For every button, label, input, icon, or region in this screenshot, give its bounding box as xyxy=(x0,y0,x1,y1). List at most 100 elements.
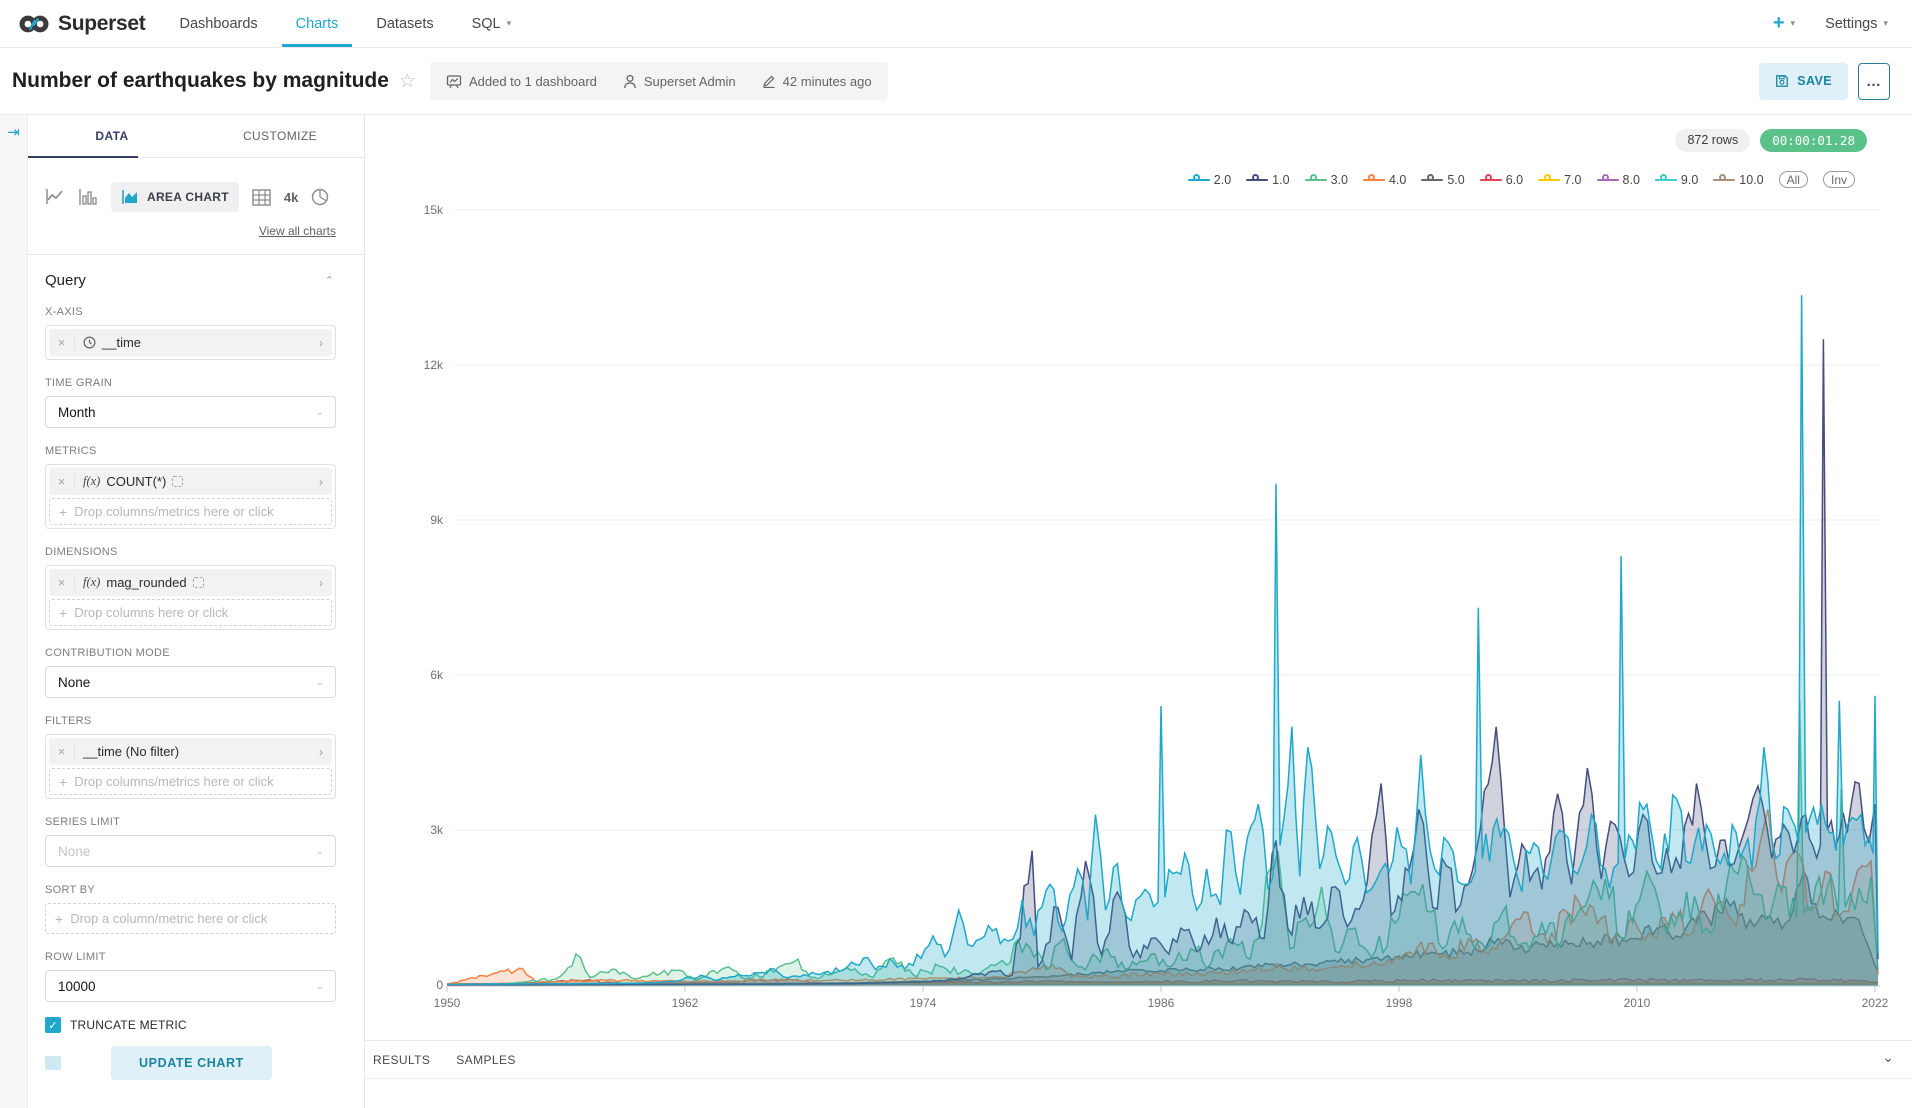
last-modified-badge[interactable]: 42 minutes ago xyxy=(762,74,872,89)
sort-by-dropzone[interactable]: + Drop a column/metric here or click xyxy=(45,903,336,934)
nav-datasets[interactable]: Datasets xyxy=(376,15,434,32)
legend-all-button[interactable]: All xyxy=(1778,171,1808,188)
metrics-dropzone[interactable]: + Drop columns/metrics here or click xyxy=(49,498,332,525)
series-line-2.0[interactable] xyxy=(447,295,1879,985)
favorite-star-icon[interactable]: ☆ xyxy=(398,70,416,92)
tab-customize[interactable]: CUSTOMIZE xyxy=(242,129,318,143)
caret-right-icon: › xyxy=(319,575,323,590)
legend-item-6.0[interactable]: 6.0 xyxy=(1479,173,1523,187)
legend-item-4.0[interactable]: 4.0 xyxy=(1362,173,1406,187)
nav-dashboards[interactable]: Dashboards xyxy=(179,15,258,32)
legend-item-8.0[interactable]: 8.0 xyxy=(1596,173,1640,187)
legend-label: 10.0 xyxy=(1739,172,1764,187)
filters-label: FILTERS xyxy=(45,715,92,727)
nav-links: Dashboards Charts Datasets SQL ▾ xyxy=(179,0,511,47)
chart-legend: 2.0 1.0 3.0 4.0 5.0 6.0 7.0 8.0 9.0 10.0 All Inv xyxy=(1187,171,1855,188)
expand-datasource-panel-icon[interactable]: ⇥ xyxy=(7,124,20,141)
legend-item-2.0[interactable]: 2.0 xyxy=(1187,172,1232,187)
area-chart-plot[interactable]: 0 3k 6k 9k 12k 15k 1950 1962 1974 1986 1998 2010 202… xyxy=(365,115,1912,1108)
truncate-metric-checkbox[interactable]: ✓ xyxy=(45,1017,61,1033)
x-axis-tick-label: 2010 xyxy=(1624,996,1651,1010)
series-limit-select[interactable]: None ⌄ xyxy=(45,835,336,867)
dashboard-icon xyxy=(446,74,462,88)
dimension-value: mag_rounded xyxy=(106,575,187,590)
row-limit-label: ROW LIMIT xyxy=(45,951,106,963)
tab-results[interactable]: RESULTS xyxy=(373,1052,431,1067)
chevron-down-icon[interactable]: ⌄ xyxy=(1882,1049,1894,1065)
bar-chart-icon[interactable] xyxy=(78,188,98,206)
legend-label: 9.0 xyxy=(1680,172,1699,187)
series-line-3.0[interactable] xyxy=(447,700,1879,986)
query-section-header[interactable]: Query ⌃ xyxy=(45,255,336,289)
row-count-badge: 872 rows xyxy=(1675,129,1751,152)
clock-icon xyxy=(83,336,96,349)
adhoc-column-icon xyxy=(192,577,204,588)
new-button[interactable]: + ▾ xyxy=(1772,12,1796,34)
dimensions-control: × f(x) mag_rounded › + Drop columns here… xyxy=(45,565,336,630)
line-chart-icon[interactable] xyxy=(45,188,65,206)
control-panel-tabs: DATA CUSTOMIZE xyxy=(28,115,364,158)
dashboards-badge[interactable]: Added to 1 dashboard xyxy=(446,74,597,89)
legend-marker-icon xyxy=(1246,174,1269,186)
dimension-pill[interactable]: × f(x) mag_rounded › xyxy=(49,569,332,596)
legend-item-5.0[interactable]: 5.0 xyxy=(1421,173,1465,187)
viz-type-selected-area[interactable]: AREA CHART xyxy=(111,182,239,212)
view-all-charts-link[interactable]: View all charts xyxy=(258,224,336,238)
legend-inv-button[interactable]: Inv xyxy=(1822,171,1855,188)
series-limit-label: SERIES LIMIT xyxy=(45,816,121,828)
legend-item-10.0[interactable]: 10.0 xyxy=(1713,172,1764,187)
close-icon[interactable]: × xyxy=(49,575,75,590)
close-icon[interactable]: × xyxy=(49,474,75,489)
nav-charts[interactable]: Charts xyxy=(281,0,353,47)
filters-dropzone[interactable]: + Drop columns/metrics here or click xyxy=(49,768,332,795)
infinity-logo-icon xyxy=(19,15,49,32)
filter-pill[interactable]: × __time (No filter) › xyxy=(49,738,332,765)
metric-pill[interactable]: × f(x) COUNT(*) › xyxy=(49,468,332,495)
caret-right-icon: › xyxy=(319,474,323,489)
caret-down-icon: ⌄ xyxy=(315,980,324,992)
save-button[interactable]: SAVE xyxy=(1759,62,1848,100)
contribution-mode-select[interactable]: None ⌄ xyxy=(45,666,336,698)
legend-item-7.0[interactable]: 7.0 xyxy=(1538,172,1582,187)
legend-label: 7.0 xyxy=(1564,172,1582,187)
legend-item-1.0[interactable]: 1.0 xyxy=(1246,173,1290,187)
tab-data[interactable]: DATA xyxy=(95,129,129,143)
y-axis-tick-label: 0 xyxy=(436,978,443,992)
superset-logo[interactable]: Superset xyxy=(18,12,146,36)
series-line-1.0[interactable] xyxy=(447,339,1879,986)
big-number-icon[interactable]: 4k xyxy=(283,189,299,205)
tab-samples[interactable]: SAMPLES xyxy=(456,1052,516,1067)
truncate-metric-row: ✓ TRUNCATE METRIC xyxy=(45,1017,336,1033)
nav-sql[interactable]: SQL ▾ xyxy=(471,15,512,32)
settings-menu[interactable]: Settings ▾ xyxy=(1825,15,1888,32)
close-icon[interactable]: × xyxy=(49,335,75,350)
legend-marker-icon xyxy=(1596,174,1619,186)
user-icon xyxy=(624,74,636,88)
top-navbar: Superset Dashboards Charts Datasets SQL ▾… xyxy=(0,0,1912,48)
series-line-6.0[interactable] xyxy=(447,977,1879,985)
area-chart-icon xyxy=(122,190,137,204)
results-tabs: RESULTS SAMPLES ⌄ xyxy=(365,1041,1912,1079)
legend-marker-icon xyxy=(1362,174,1385,186)
x-axis-pill[interactable]: × __time › xyxy=(49,329,332,356)
row-limit-select[interactable]: 10000 ⌄ xyxy=(45,970,336,1002)
y-axis-tick-label: 15k xyxy=(424,203,444,217)
caret-right-icon: › xyxy=(319,744,323,759)
dimensions-dropzone[interactable]: + Drop columns here or click xyxy=(49,599,332,626)
legend-item-3.0[interactable]: 3.0 xyxy=(1304,172,1348,187)
legend-marker-icon xyxy=(1479,174,1502,186)
close-icon[interactable]: × xyxy=(49,744,75,759)
caret-down-icon: ⌄ xyxy=(315,406,324,418)
more-options-button[interactable]: … xyxy=(1858,62,1890,100)
time-grain-select[interactable]: Month ⌄ xyxy=(45,396,336,428)
legend-label: 3.0 xyxy=(1330,172,1348,187)
update-chart-button[interactable]: UPDATE CHART xyxy=(111,1046,272,1080)
legend-label: 2.0 xyxy=(1213,172,1232,187)
partial-checkbox[interactable] xyxy=(45,1056,61,1070)
pie-chart-icon[interactable] xyxy=(311,188,329,206)
legend-marker-icon xyxy=(1421,174,1444,186)
table-icon[interactable] xyxy=(252,188,271,206)
legend-item-9.0[interactable]: 9.0 xyxy=(1654,172,1699,187)
chevron-up-icon: ⌃ xyxy=(324,275,334,287)
owner-badge[interactable]: Superset Admin xyxy=(623,74,736,89)
